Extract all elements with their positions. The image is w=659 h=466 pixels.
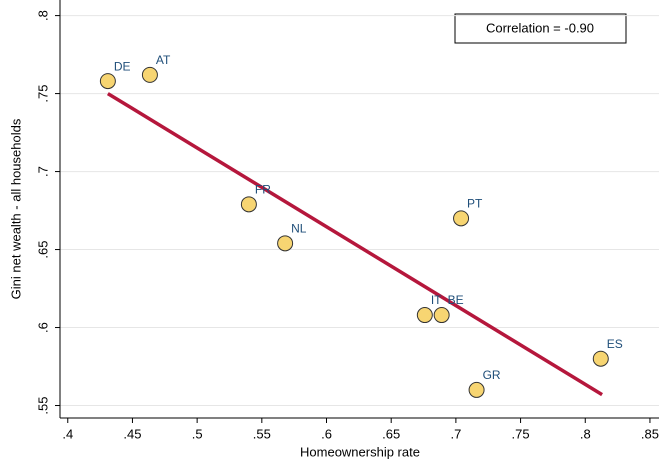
y-tick-label: .8: [35, 10, 50, 21]
x-tick-label: .55: [253, 426, 271, 441]
annotation: Correlation = -0.90: [486, 20, 594, 35]
point-label: PT: [467, 197, 483, 211]
point: [416, 307, 433, 324]
point-label: IT: [431, 293, 442, 307]
point: [277, 235, 294, 252]
point-label: GR: [483, 368, 501, 382]
point-label: AT: [156, 53, 171, 67]
point: [453, 210, 470, 227]
y-tick-label: .6: [35, 322, 50, 333]
point-label: FR: [255, 182, 271, 196]
point-label: BE: [448, 293, 464, 307]
x-tick-label: .65: [382, 426, 400, 441]
x-axis-label: Homeownership rate: [300, 444, 420, 459]
x-tick-label: .75: [512, 426, 530, 441]
x-tick-label: .5: [192, 426, 203, 441]
point-label: NL: [291, 221, 307, 235]
point: [99, 73, 116, 90]
y-axis-label: Gini net wealth - all households: [8, 118, 23, 299]
x-tick-label: .8: [580, 426, 591, 441]
x-tick-label: .6: [321, 426, 332, 441]
x-tick-label: .85: [641, 426, 659, 441]
point-label: ES: [607, 337, 623, 351]
x-tick-label: .4: [62, 426, 73, 441]
point: [240, 196, 257, 213]
x-tick-label: .45: [123, 426, 141, 441]
point: [592, 350, 609, 367]
fit-line: [106, 92, 603, 397]
y-tick-label: .75: [35, 85, 50, 103]
y-tick-label: .65: [35, 241, 50, 259]
point: [433, 307, 450, 324]
y-tick-label: .7: [35, 166, 50, 177]
point-label: DE: [114, 59, 131, 73]
x-tick-label: .7: [450, 426, 461, 441]
point: [468, 381, 485, 398]
point: [141, 66, 158, 83]
y-tick-label: .55: [35, 396, 50, 414]
annotation-box: [454, 13, 627, 44]
